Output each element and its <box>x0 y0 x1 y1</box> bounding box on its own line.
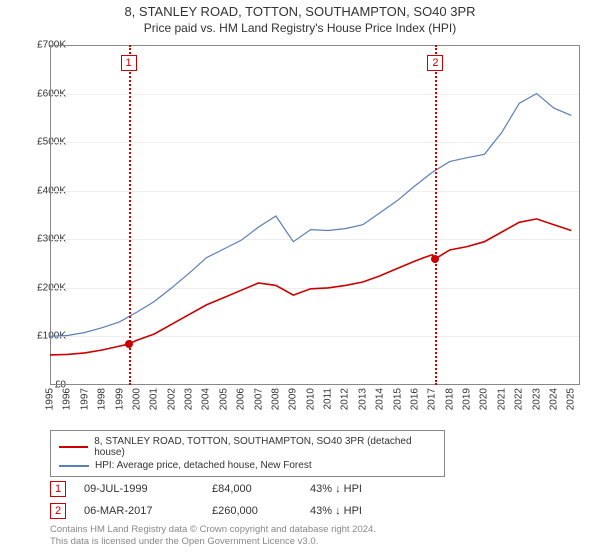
footer-line: This data is licensed under the Open Gov… <box>50 536 376 548</box>
x-tick-label: 2004 <box>201 388 212 410</box>
chart-title-line1: 8, STANLEY ROAD, TOTTON, SOUTHAMPTON, SO… <box>0 4 600 19</box>
marker-vline <box>435 45 437 385</box>
x-tick-label: 1998 <box>97 388 108 410</box>
x-tick-label: 2024 <box>548 388 559 410</box>
footer-attribution: Contains HM Land Registry data © Crown c… <box>50 524 376 549</box>
x-tick-label: 2025 <box>566 388 577 410</box>
x-tick-label: 2007 <box>253 388 264 410</box>
x-tick-label: 2008 <box>270 388 281 410</box>
x-tick-label: 2009 <box>288 388 299 410</box>
chart-container: 8, STANLEY ROAD, TOTTON, SOUTHAMPTON, SO… <box>0 0 600 560</box>
transaction-date: 09-JUL-1999 <box>84 483 194 495</box>
transaction-marker-id: 2 <box>50 503 66 519</box>
x-tick-label: 2014 <box>375 388 386 410</box>
x-tick-label: 2013 <box>357 388 368 410</box>
x-tick-label: 2022 <box>514 388 525 410</box>
x-tick-label: 2015 <box>392 388 403 410</box>
legend-item: HPI: Average price, detached house, New … <box>59 459 436 472</box>
x-tick-label: 2002 <box>166 388 177 410</box>
x-tick-label: 2017 <box>427 388 438 410</box>
marker-point <box>125 340 133 348</box>
x-tick-label: 1996 <box>62 388 73 410</box>
chart-titles: 8, STANLEY ROAD, TOTTON, SOUTHAMPTON, SO… <box>0 0 600 35</box>
x-tick-label: 2012 <box>340 388 351 410</box>
x-tick-label: 2005 <box>218 388 229 410</box>
transaction-price: £260,000 <box>212 505 292 517</box>
x-tick-label: 2006 <box>236 388 247 410</box>
marker-vline <box>129 45 131 385</box>
transaction-price: £84,000 <box>212 483 292 495</box>
x-tick-label: 2021 <box>496 388 507 410</box>
x-tick-label: 1997 <box>79 388 90 410</box>
footer-line: Contains HM Land Registry data © Crown c… <box>50 524 376 536</box>
legend-swatch <box>59 446 88 448</box>
transaction-date: 06-MAR-2017 <box>84 505 194 517</box>
x-tick-label: 2001 <box>149 388 160 410</box>
x-tick-label: 2018 <box>444 388 455 410</box>
legend-item: 8, STANLEY ROAD, TOTTON, SOUTHAMPTON, SO… <box>59 435 436 459</box>
transaction-row: 2 06-MAR-2017 £260,000 43% ↓ HPI <box>50 500 410 522</box>
x-tick-label: 2019 <box>462 388 473 410</box>
marker-label: 1 <box>121 55 137 71</box>
legend-swatch <box>59 465 89 467</box>
marker-point <box>431 255 439 263</box>
transactions-table: 1 09-JUL-1999 £84,000 43% ↓ HPI 2 06-MAR… <box>50 478 410 522</box>
legend-label: 8, STANLEY ROAD, TOTTON, SOUTHAMPTON, SO… <box>94 436 436 458</box>
x-tick-label: 2003 <box>184 388 195 410</box>
legend-box: 8, STANLEY ROAD, TOTTON, SOUTHAMPTON, SO… <box>50 430 445 477</box>
x-tick-label: 2011 <box>323 388 334 410</box>
transaction-pct: 43% ↓ HPI <box>310 483 410 495</box>
legend-label: HPI: Average price, detached house, New … <box>95 460 312 471</box>
x-tick-label: 2016 <box>409 388 420 410</box>
x-tick-label: 2000 <box>131 388 142 410</box>
x-tick-label: 2020 <box>479 388 490 410</box>
transaction-row: 1 09-JUL-1999 £84,000 43% ↓ HPI <box>50 478 410 500</box>
marker-label: 2 <box>427 55 443 71</box>
transaction-pct: 43% ↓ HPI <box>310 505 410 517</box>
transaction-marker-id: 1 <box>50 481 66 497</box>
x-tick-label: 2010 <box>305 388 316 410</box>
chart-title-line2: Price paid vs. HM Land Registry's House … <box>0 21 600 35</box>
x-tick-label: 2023 <box>531 388 542 410</box>
x-tick-label: 1999 <box>114 388 125 410</box>
x-tick-label: 1995 <box>45 388 56 410</box>
